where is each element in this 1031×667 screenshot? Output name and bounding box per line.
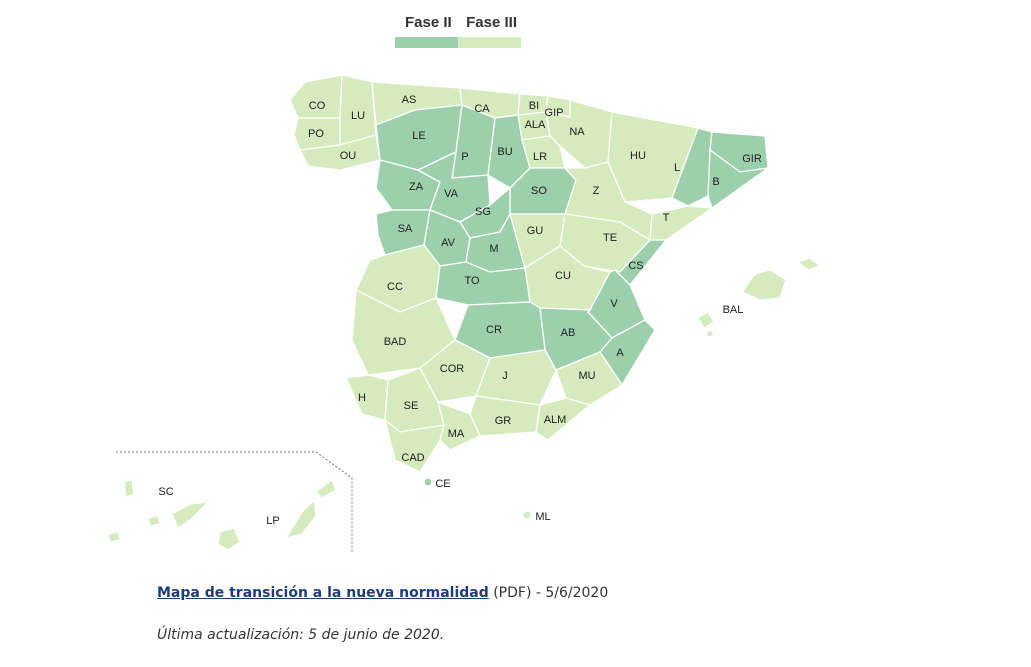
province-label-cor: COR — [440, 363, 465, 375]
province-label-gu: GU — [527, 225, 544, 237]
province-label-gir: GIR — [742, 153, 762, 165]
province-label-po: PO — [308, 128, 324, 140]
province-label-m: M — [489, 243, 498, 255]
province-label-av: AV — [441, 237, 456, 249]
province-label-lp: LP — [266, 515, 279, 527]
province-label-j: J — [502, 370, 508, 382]
province-label-cu: CU — [555, 270, 571, 282]
province-label-sc: SC — [158, 486, 173, 498]
province-label-bad: BAD — [384, 336, 407, 348]
province-label-v: V — [610, 298, 618, 310]
province-label-t: T — [663, 212, 670, 224]
province-h[interactable] — [345, 374, 389, 421]
province-label-cr: CR — [486, 324, 502, 336]
province-lr[interactable] — [521, 135, 566, 169]
province-l[interactable] — [671, 127, 713, 207]
province-label-bal: BAL — [723, 304, 744, 316]
province-t[interactable] — [649, 205, 714, 241]
province-label-ca: CA — [474, 103, 490, 115]
province-ml[interactable] — [522, 510, 532, 520]
province-label-to: TO — [464, 275, 480, 287]
province-j[interactable] — [475, 349, 557, 406]
province-label-lu: LU — [351, 110, 365, 122]
province-bal[interactable] — [697, 257, 822, 338]
province-label-sa: SA — [398, 223, 413, 235]
map-legend: Fase II Fase III — [395, 14, 521, 48]
province-label-cs: CS — [628, 260, 643, 272]
province-label-bi: BI — [529, 100, 539, 112]
transition-map-link[interactable]: Mapa de transición a la nueva normalidad — [157, 585, 489, 601]
province-label-gip: GIP — [545, 107, 564, 119]
province-label-mu: MU — [578, 370, 595, 382]
province-label-na: NA — [569, 126, 585, 138]
province-label-lr: LR — [533, 151, 547, 163]
province-label-ou: OU — [340, 150, 357, 162]
province-sc[interactable] — [107, 479, 241, 551]
province-label-te: TE — [603, 232, 617, 244]
province-label-ma: MA — [448, 428, 465, 440]
province-mu[interactable] — [555, 351, 623, 406]
province-alm[interactable] — [535, 397, 592, 441]
province-label-a: A — [616, 347, 624, 359]
province-label-hu: HU — [630, 150, 646, 162]
province-label-h: H — [358, 392, 366, 404]
province-label-co: CO — [309, 100, 326, 112]
province-label-se: SE — [404, 400, 419, 412]
province-label-cad: CAD — [401, 452, 424, 464]
province-cad[interactable] — [383, 418, 445, 473]
province-label-l: L — [674, 162, 680, 174]
province-label-va: VA — [444, 188, 459, 200]
province-label-ml: ML — [535, 511, 550, 523]
province-gr[interactable] — [469, 395, 541, 437]
province-label-as: AS — [402, 94, 417, 106]
province-label-bu: BU — [497, 146, 512, 158]
province-label-alm: ALM — [544, 414, 567, 426]
transition-map-note: Mapa de transición a la nueva normalidad… — [157, 585, 608, 601]
province-b[interactable] — [707, 148, 769, 210]
legend-label-phase3: Fase III — [466, 14, 517, 31]
transition-map-suffix: (PDF) - 5/6/2020 — [488, 585, 609, 601]
legend-label-phase2: Fase II — [405, 14, 452, 31]
legend-swatch-phase3 — [458, 37, 521, 48]
last-updated-text: Última actualización: 5 de junio de 2020… — [157, 627, 445, 643]
province-label-le: LE — [412, 130, 425, 142]
province-label-gr: GR — [495, 415, 512, 427]
province-a[interactable] — [599, 319, 656, 387]
province-label-cc: CC — [387, 281, 403, 293]
province-label-ce: CE — [435, 478, 450, 490]
canary-inset-frame — [116, 451, 353, 552]
province-label-p: P — [461, 151, 468, 163]
province-lp[interactable] — [284, 478, 337, 540]
province-label-za: ZA — [409, 181, 424, 193]
province-hu[interactable] — [607, 111, 699, 203]
province-label-b: B — [712, 176, 719, 188]
province-label-sg: SG — [475, 206, 491, 218]
province-to[interactable] — [435, 261, 531, 306]
province-label-z: Z — [593, 185, 600, 197]
province-label-ab: AB — [561, 327, 576, 339]
province-label-ala: ALA — [525, 119, 546, 131]
province-label-so: SO — [531, 185, 547, 197]
legend-swatch-phase2 — [395, 37, 458, 48]
province-ce[interactable] — [423, 477, 433, 487]
